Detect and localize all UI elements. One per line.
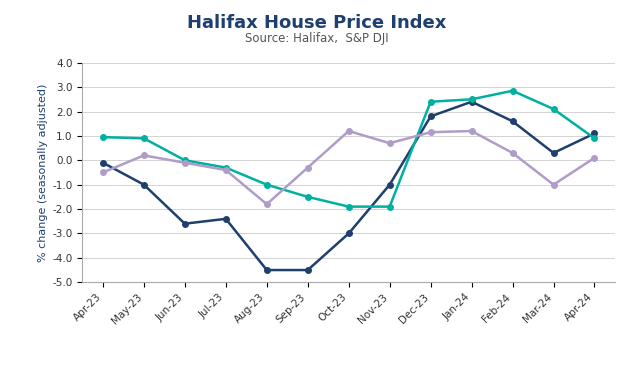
Annual % Change <box>222 216 230 221</box>
3 Month on 3 Month
% Change <box>386 204 394 209</box>
Annual % Change <box>181 221 189 226</box>
Monthly % Change <box>550 182 557 187</box>
Annual % Change <box>386 182 394 187</box>
Monthly % Change <box>304 165 311 170</box>
Monthly % Change <box>468 129 476 133</box>
Y-axis label: % change (seasonally adjusted): % change (seasonally adjusted) <box>38 83 48 262</box>
3 Month on 3 Month
% Change <box>550 107 557 111</box>
Text: Source: Halifax,  S&P DJI: Source: Halifax, S&P DJI <box>245 32 389 45</box>
3 Month on 3 Month
% Change <box>181 158 189 163</box>
Monthly % Change <box>508 151 516 155</box>
Line: 3 Month on 3 Month
% Change: 3 Month on 3 Month % Change <box>100 88 597 209</box>
Monthly % Change <box>222 168 230 172</box>
Annual % Change <box>304 268 311 272</box>
3 Month on 3 Month
% Change <box>345 204 353 209</box>
Annual % Change <box>591 131 598 136</box>
3 Month on 3 Month
% Change <box>140 136 148 141</box>
3 Month on 3 Month
% Change <box>508 89 516 93</box>
Monthly % Change <box>140 153 148 158</box>
Text: Halifax House Price Index: Halifax House Price Index <box>187 14 447 32</box>
Monthly % Change <box>263 202 271 207</box>
Annual % Change <box>345 231 353 236</box>
Annual % Change <box>263 268 271 272</box>
Monthly % Change <box>591 156 598 160</box>
3 Month on 3 Month
% Change <box>591 136 598 141</box>
Annual % Change <box>427 114 434 119</box>
Line: Annual % Change: Annual % Change <box>100 99 597 273</box>
Line: Monthly % Change: Monthly % Change <box>100 128 597 207</box>
3 Month on 3 Month
% Change <box>263 182 271 187</box>
Annual % Change <box>140 182 148 187</box>
Annual % Change <box>550 151 557 155</box>
Monthly % Change <box>386 141 394 145</box>
3 Month on 3 Month
% Change <box>304 194 311 199</box>
3 Month on 3 Month
% Change <box>99 135 107 140</box>
Monthly % Change <box>181 160 189 165</box>
Annual % Change <box>468 100 476 104</box>
Monthly % Change <box>345 129 353 133</box>
Annual % Change <box>508 119 516 123</box>
3 Month on 3 Month
% Change <box>427 100 434 104</box>
Monthly % Change <box>427 130 434 134</box>
3 Month on 3 Month
% Change <box>222 165 230 170</box>
Monthly % Change <box>99 170 107 175</box>
Annual % Change <box>99 160 107 165</box>
3 Month on 3 Month
% Change <box>468 97 476 102</box>
